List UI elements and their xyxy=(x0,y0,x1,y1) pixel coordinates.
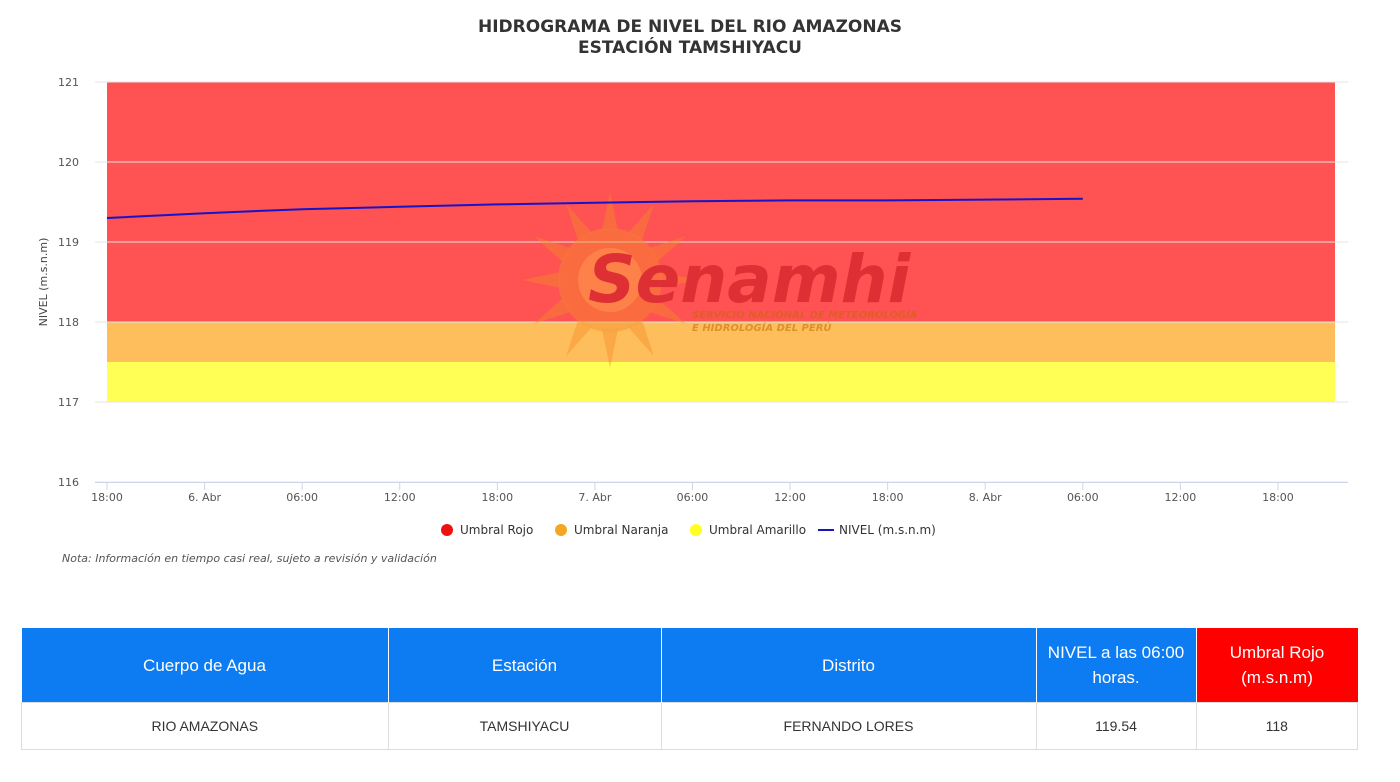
header-umbral-rojo: Umbral Rojo (m.s.n.m) xyxy=(1196,628,1358,703)
sun-ray xyxy=(648,236,687,263)
header-estacion: Estación xyxy=(388,628,662,703)
station-info-table: Cuerpo de Agua Estación Distrito NIVEL a… xyxy=(21,628,1358,750)
series-group xyxy=(106,197,1083,219)
x-tick-label: 06:00 xyxy=(677,491,709,504)
x-tick-label: 18:00 xyxy=(872,491,904,504)
x-tick-label: 06:00 xyxy=(1067,491,1099,504)
sun-ray xyxy=(566,203,593,242)
header-nivel: NIVEL a las 06:00 horas. xyxy=(1036,628,1197,703)
header-cuerpo-de-agua: Cuerpo de Agua xyxy=(21,628,389,703)
x-tick-label: 8. Abr xyxy=(969,491,1002,504)
sun-ray xyxy=(602,329,618,368)
y-tick-label: 120 xyxy=(58,156,79,169)
x-tick-label: 6. Abr xyxy=(188,491,221,504)
table-header-row: Cuerpo de Agua Estación Distrito NIVEL a… xyxy=(21,628,1358,703)
cell-nivel: 119.54 xyxy=(1035,702,1197,750)
legend-marker-2 xyxy=(690,524,702,536)
chart-note: Nota: Información en tiempo casi real, s… xyxy=(62,552,437,565)
x-tick-label: 12:00 xyxy=(774,491,806,504)
sun-ray xyxy=(659,272,698,288)
legend-marker-0 xyxy=(441,524,453,536)
sun-ray xyxy=(627,203,654,242)
x-tick-label: 12:00 xyxy=(384,491,416,504)
cell-umbral-rojo: 118 xyxy=(1195,702,1358,750)
sun-logo-icon xyxy=(522,192,698,368)
legend-item-label: NIVEL (m.s.n.m) xyxy=(839,523,936,537)
y-axis-label: NIVEL (m.s.n.m) xyxy=(37,238,50,327)
sun-ray xyxy=(533,236,572,263)
y-tick-label: 116 xyxy=(58,476,79,489)
sun-ray xyxy=(533,297,572,324)
sun-ray xyxy=(627,318,654,357)
cell-estacion: TAMSHIYACU xyxy=(387,702,662,750)
x-tick-label: 18:00 xyxy=(1262,491,1294,504)
x-tick-label: 06:00 xyxy=(286,491,318,504)
y-tick-label: 118 xyxy=(58,316,79,329)
sun-ray xyxy=(566,318,593,357)
chart-subtitle: ESTACIÓN TAMSHIYACU xyxy=(578,36,802,58)
sun-ray xyxy=(602,192,618,231)
cell-distrito: FERNANDO LORES xyxy=(660,702,1037,750)
x-axis: 18:00 6. Abr 06:00 12:00 18:00 7. Abr 06:00 12:… xyxy=(91,482,1348,504)
sun-ray xyxy=(522,272,561,288)
x-tick-label: 12:00 xyxy=(1165,491,1197,504)
table-row: RIO AMAZONAS TAMSHIYACU FERNANDO LORES 1… xyxy=(21,702,1358,750)
band-umbral-amarillo xyxy=(107,362,1335,402)
y-tick-label: 119 xyxy=(58,236,79,249)
legend-item-label: Umbral Naranja xyxy=(574,523,668,537)
x-tick-label: 18:00 xyxy=(481,491,513,504)
x-tick-label: 18:00 xyxy=(91,491,123,504)
legend-marker-1 xyxy=(555,524,567,536)
y-tick-label: 121 xyxy=(58,76,79,89)
series-line-nivel xyxy=(106,197,1083,219)
band-umbral-rojo xyxy=(107,82,1335,322)
sun-ray xyxy=(648,297,687,324)
chart-legend[interactable]: Umbral Rojo Umbral Naranja Umbral Amarillo… xyxy=(441,523,936,537)
watermark-line2: E HIDROLOGÍA DEL PERÚ xyxy=(692,321,832,334)
hydrograph-chart: HIDROGRAMA DE NIVEL DEL RIO AMAZONAS EST… xyxy=(37,17,1348,537)
senamhi-watermark: Senamhi SERVICIO NACIONAL DE METEOROLOGÍ… xyxy=(522,192,918,368)
x-tick-label: 7. Abr xyxy=(578,491,611,504)
threshold-bands xyxy=(107,82,1335,402)
y-tick-label: 117 xyxy=(58,396,79,409)
legend-item-label: Umbral Rojo xyxy=(460,523,533,537)
watermark-brand: Senamhi xyxy=(588,241,912,318)
legend-item-label: Umbral Amarillo xyxy=(709,523,806,537)
watermark-line1: SERVICIO NACIONAL DE METEOROLOGÍA xyxy=(692,308,918,321)
header-distrito: Distrito xyxy=(661,628,1037,703)
cell-cuerpo-de-agua: RIO AMAZONAS xyxy=(21,702,389,750)
band-umbral-naranja xyxy=(107,322,1335,362)
chart-title: HIDROGRAMA DE NIVEL DEL RIO AMAZONAS xyxy=(478,17,902,37)
y-axis: 121 120 119 118 117 116 xyxy=(58,76,79,489)
